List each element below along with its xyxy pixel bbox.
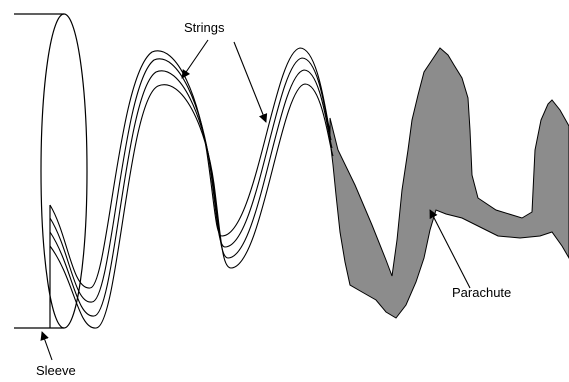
string-line [49,83,334,329]
sleeve [14,13,88,329]
string-line [49,57,332,303]
strings-arrow-left [181,39,209,79]
annotation-arrows [40,39,471,361]
string-line [49,47,331,289]
sleeve-label: Sleeve [36,363,76,378]
parachute-arrow [429,209,471,289]
strings [49,47,334,329]
strings-label: Strings [184,20,225,35]
sleeve-opening [40,13,88,329]
sleeve-arrow [40,331,53,361]
parachute-canopy [329,47,569,319]
parachute-label: Parachute [452,285,512,300]
strings-arrow-right [233,41,268,123]
